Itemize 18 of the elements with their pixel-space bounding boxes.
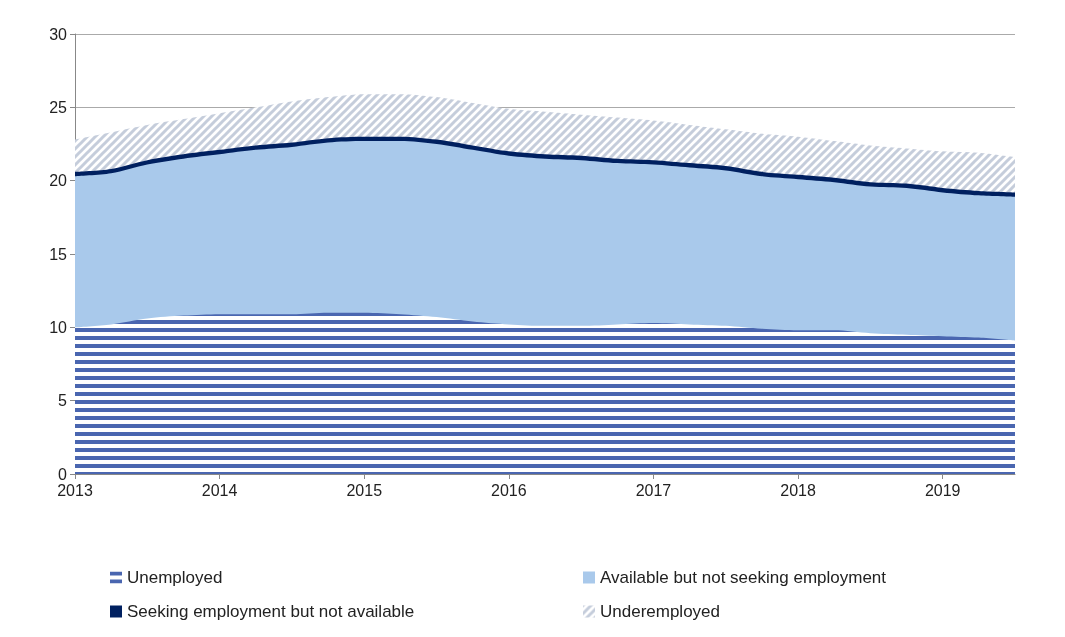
x-tick-label: 2015 xyxy=(346,481,383,499)
legend-label: Seeking employment but not available xyxy=(127,602,415,621)
y-tick-label: 0 xyxy=(58,465,68,483)
x-tick-label: 2017 xyxy=(635,481,672,499)
y-tick-label: 5 xyxy=(58,392,68,410)
y-tick-label: 15 xyxy=(49,245,68,263)
legend-label: Underemployed xyxy=(600,602,721,621)
y-tick-label: 30 xyxy=(49,25,68,43)
y-tick-label: 20 xyxy=(49,172,68,190)
legend-label: Unemployed xyxy=(127,568,223,587)
x-tick-label: 2019 xyxy=(924,481,961,499)
y-tick-label: 25 xyxy=(49,98,68,116)
x-tick-label: 2014 xyxy=(201,481,238,499)
x-tick-label: 2018 xyxy=(780,481,816,499)
x-tick-label: 2013 xyxy=(57,481,93,499)
legend-label: Available but not seeking employment xyxy=(600,568,887,587)
x-tick-label: 2016 xyxy=(491,481,527,499)
y-tick-label: 10 xyxy=(49,318,68,336)
